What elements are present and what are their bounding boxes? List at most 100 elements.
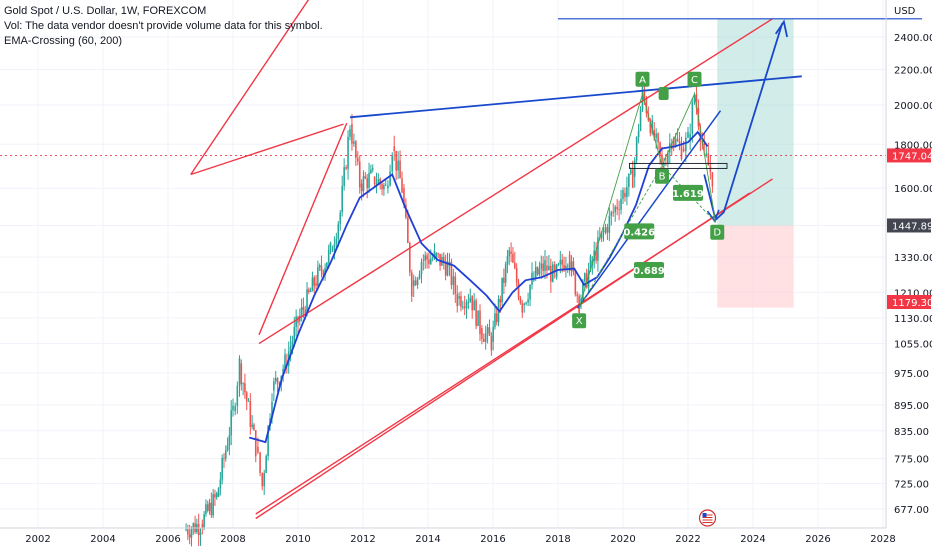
candle-body [360,183,363,192]
candle-body [439,253,441,266]
candle-body [366,178,368,188]
candle-body [503,277,505,283]
candle-body [431,257,434,259]
candle-body [587,269,590,288]
candle-body [214,494,216,498]
x-tick-label: 2006 [155,534,180,545]
candle-body [501,277,503,303]
candle-body [311,277,314,292]
candle-body [672,138,675,146]
y-tick-label: 725.00 [894,479,929,490]
candle-body [559,259,562,265]
x-tick-label: 2008 [220,534,245,545]
candle-body [315,283,317,286]
candle-body [428,259,430,264]
harmonic-xb-line [578,165,663,309]
candle-body [676,138,679,142]
wave-label-X [572,313,587,329]
candle-body [585,273,588,288]
candle-body [245,392,248,402]
ratio-label [673,184,703,201]
ratio-label-text: 1.619 [672,189,704,200]
candle-body [302,307,305,310]
support-box [629,162,728,169]
candle-body [206,504,209,511]
y-tick-label: 677.00 [894,505,929,516]
wave-label-C [687,71,702,87]
candle-body [371,168,374,170]
candle-body [261,473,264,487]
candle-body [185,529,187,531]
candle-body [329,242,332,250]
candle-body [320,265,323,272]
candle-body [420,261,423,275]
candle-body [368,173,370,188]
candle-body [600,231,603,239]
candle-body [295,316,297,327]
candle-body [680,143,683,160]
candle-body [477,310,479,326]
candle-body [276,378,279,383]
candle-body [553,264,556,271]
wave-label-text: C [691,75,698,86]
candle-body [373,176,376,185]
candle-body [593,250,596,261]
candle-body [397,160,399,171]
x-tick-label: 2024 [740,534,765,545]
candle-body [416,278,419,286]
candle-body [433,250,436,258]
y-tick-label: 2400.00 [894,33,932,44]
candle-body [309,291,312,293]
candle-body [492,327,494,342]
candle-body [649,120,652,134]
channel-middle-line [258,122,348,336]
symbol-title[interactable]: Gold Spot / U.S. Dollar, 1W, FOREXCOM [4,5,207,17]
wave-label-B [655,168,669,184]
candle-body [203,514,205,529]
candle-body [391,155,394,172]
candle-body [238,358,241,386]
x-tick-label: 2028 [870,534,895,545]
x-tick-label: 2020 [610,534,635,545]
candle-body [665,163,667,165]
candle-body [414,280,417,286]
candle-body [381,184,383,190]
candle-body [495,313,498,323]
y-tick-label: 1055.00 [894,340,932,351]
price-badge-text: 1447.89 [892,221,932,232]
candle-body [192,523,195,530]
candle-body [407,217,409,244]
candle-body [201,524,204,529]
channel-lower-line [255,178,773,515]
candle-body [582,281,584,299]
candle-body [624,192,626,198]
candle-body [395,150,397,171]
candle-body [375,183,378,185]
indicator-label[interactable]: EMA-Crossing (60, 200) [4,35,122,47]
x-tick-label: 2014 [415,534,440,545]
candle-body [504,263,507,283]
candle-body [429,258,432,264]
candle-body [482,338,485,342]
y-tick-label: 1600.00 [894,184,932,195]
candle-body [284,354,286,369]
candle-body [224,450,227,459]
candle-body [705,153,708,155]
candle-body [494,313,496,328]
y-tick-label: 975.00 [894,369,929,380]
candle-body [454,276,457,294]
candle-body [267,425,269,457]
candle-body [377,179,380,184]
candle-body [422,259,425,261]
y-tick-label: 1210.00 [894,288,932,299]
candle-body [663,163,665,166]
candle-body [403,188,405,205]
candle-body [345,167,347,169]
candle-body [343,167,345,187]
candle-body [691,102,694,134]
candle-body [508,250,511,257]
candle-body [682,148,685,152]
candle-body [253,424,255,431]
candle-body [484,333,487,342]
